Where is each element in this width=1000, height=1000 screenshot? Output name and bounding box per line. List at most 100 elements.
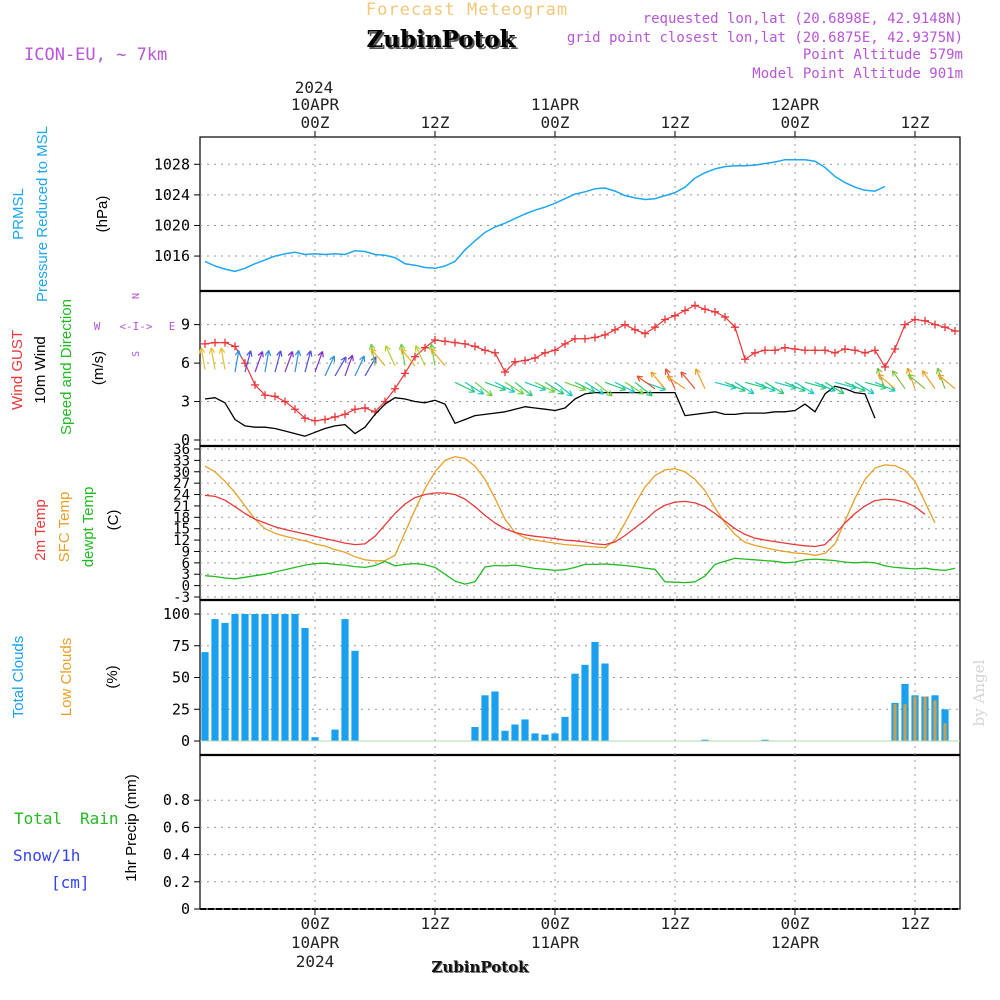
watermark: by Angel bbox=[970, 659, 988, 726]
model-label: ICON-EU, ~ 7km bbox=[24, 45, 167, 65]
total-clouds-bar bbox=[311, 737, 319, 741]
wind-gust-point bbox=[731, 323, 739, 332]
total-clouds-bar bbox=[531, 733, 539, 741]
temperature-tick-label: 36 bbox=[173, 442, 190, 458]
wind-gust-point bbox=[231, 342, 239, 351]
wind-gust-point bbox=[761, 346, 769, 355]
pressure-tick-label: 1024 bbox=[154, 186, 190, 204]
footer-station-front: ZubinPotok bbox=[431, 958, 529, 976]
wind-gust-point bbox=[901, 320, 909, 329]
wind-direction-arrow bbox=[876, 367, 886, 389]
wind-direction-arrow bbox=[534, 381, 556, 393]
top-axis-hour-label: 12Z bbox=[901, 113, 930, 132]
wind-gust-point bbox=[661, 315, 669, 324]
wind-gust-point bbox=[621, 320, 629, 329]
bottom-axis-hour-label: 00Z bbox=[781, 914, 810, 933]
point-altitude: Point Altitude 579m bbox=[803, 47, 963, 63]
pressure-tick-label: 1016 bbox=[154, 247, 190, 265]
total-clouds-bar bbox=[581, 664, 589, 741]
precip-total-label: Total bbox=[14, 809, 62, 828]
wind-direction-arrow bbox=[354, 355, 366, 377]
total-clouds-bar bbox=[591, 641, 599, 741]
total-clouds-bar bbox=[301, 628, 309, 741]
wind-gust-point bbox=[531, 353, 539, 362]
wind-gust-point bbox=[741, 355, 749, 364]
wind-direction-arrow bbox=[666, 375, 686, 390]
total-clouds-bar bbox=[571, 673, 579, 741]
total-clouds-bar bbox=[521, 719, 529, 741]
wind-direction-arrow bbox=[594, 381, 613, 397]
total-clouds-bar bbox=[231, 614, 239, 741]
total-clouds-bar bbox=[211, 619, 219, 741]
total-clouds-bar bbox=[241, 614, 249, 741]
panel-grids bbox=[200, 137, 960, 909]
wind-gust-point bbox=[281, 397, 289, 406]
top-axis-hour-label: 12Z bbox=[661, 113, 690, 132]
wind-direction-arrow bbox=[694, 368, 706, 389]
wind-gust-label: Wind GUST bbox=[9, 330, 26, 410]
wind-direction-arrow bbox=[877, 374, 896, 390]
total-clouds-bar bbox=[541, 734, 549, 741]
wind-direction-arrow bbox=[294, 350, 302, 373]
wind-direction-arrow bbox=[304, 350, 313, 373]
wind-direction-arrow bbox=[636, 375, 656, 390]
pressure-tick-label: 1020 bbox=[154, 216, 190, 234]
wind-gust-point bbox=[261, 391, 269, 400]
wind-gust-point bbox=[641, 329, 649, 338]
wind-direction-arrow bbox=[937, 374, 956, 390]
clouds-labels: Total Clouds Low Clouds (%) bbox=[10, 636, 121, 719]
dewpt-series-line bbox=[204, 557, 956, 585]
grid-point: grid point closest lon,lat (20.6875E, 42… bbox=[567, 30, 963, 46]
compass-axis: <-I-> bbox=[119, 320, 152, 333]
top-axis-hour-label: 00Z bbox=[781, 113, 810, 132]
precip-cm-label: [cm] bbox=[51, 873, 90, 892]
total-clouds-bar bbox=[351, 650, 359, 741]
wind-direction-arrow bbox=[734, 381, 755, 395]
wind-tick-label: 3 bbox=[181, 393, 190, 411]
wind-direction-arrow bbox=[414, 345, 426, 366]
wind-gust-point bbox=[911, 315, 919, 324]
wind-direction-arrow bbox=[244, 350, 253, 373]
clouds-tick-label: 75 bbox=[172, 637, 190, 655]
temperature-tick-label: 3 bbox=[182, 567, 190, 583]
total-clouds-bar bbox=[281, 614, 289, 741]
wind-gust-point bbox=[921, 316, 929, 325]
pressure-unit: (hPa) bbox=[94, 196, 111, 233]
wind-direction-arrow bbox=[234, 350, 242, 373]
low-clouds-bar bbox=[913, 696, 917, 741]
wind-direction-arrow bbox=[208, 347, 216, 370]
wind-direction-arrow bbox=[874, 381, 896, 392]
precip-panel-frame bbox=[199, 754, 961, 910]
temperature-tick-label: 33 bbox=[173, 453, 190, 469]
top-axis-hour-label: 00Z bbox=[541, 113, 570, 132]
wind-gust-point bbox=[691, 301, 699, 310]
pressure-tick-label: 1028 bbox=[154, 155, 190, 173]
bottom-axis-date-label: 12APR bbox=[771, 933, 820, 952]
wind-gust-point bbox=[651, 323, 659, 332]
temperature-tick-label: 6 bbox=[182, 556, 190, 572]
precip-tick-label: 0.4 bbox=[163, 846, 190, 864]
wind-10m-label: 10m Wind bbox=[32, 336, 49, 404]
y-tick-labels: 10161020102410280369-3036912151821242730… bbox=[154, 155, 200, 918]
compass-n: N bbox=[131, 293, 142, 299]
wind-gust-point bbox=[891, 344, 899, 353]
wind-gust-point bbox=[571, 334, 579, 343]
prmsl-series-line bbox=[204, 158, 886, 273]
wind-gust-point bbox=[361, 403, 369, 412]
total-clouds-bar bbox=[491, 691, 499, 741]
wind-direction-arrow bbox=[370, 348, 386, 367]
wind-gust-point bbox=[251, 380, 259, 389]
compass-s: S bbox=[131, 351, 142, 357]
low-clouds-label: Low Clouds bbox=[58, 638, 75, 716]
wind-gust-point bbox=[781, 343, 789, 352]
total-clouds-bar bbox=[471, 727, 479, 741]
bottom-axis-hour-label: 12Z bbox=[901, 914, 930, 933]
total-clouds-bar bbox=[201, 652, 209, 741]
total-clouds-label: Total Clouds bbox=[10, 636, 27, 719]
wind-tick-label: 9 bbox=[181, 316, 190, 334]
top-axis-date-label: 11APR bbox=[531, 95, 580, 114]
precip-tick-label: 0.6 bbox=[163, 818, 190, 836]
wind-gust-point bbox=[401, 369, 409, 378]
wind-unit: (m/s) bbox=[90, 351, 107, 385]
